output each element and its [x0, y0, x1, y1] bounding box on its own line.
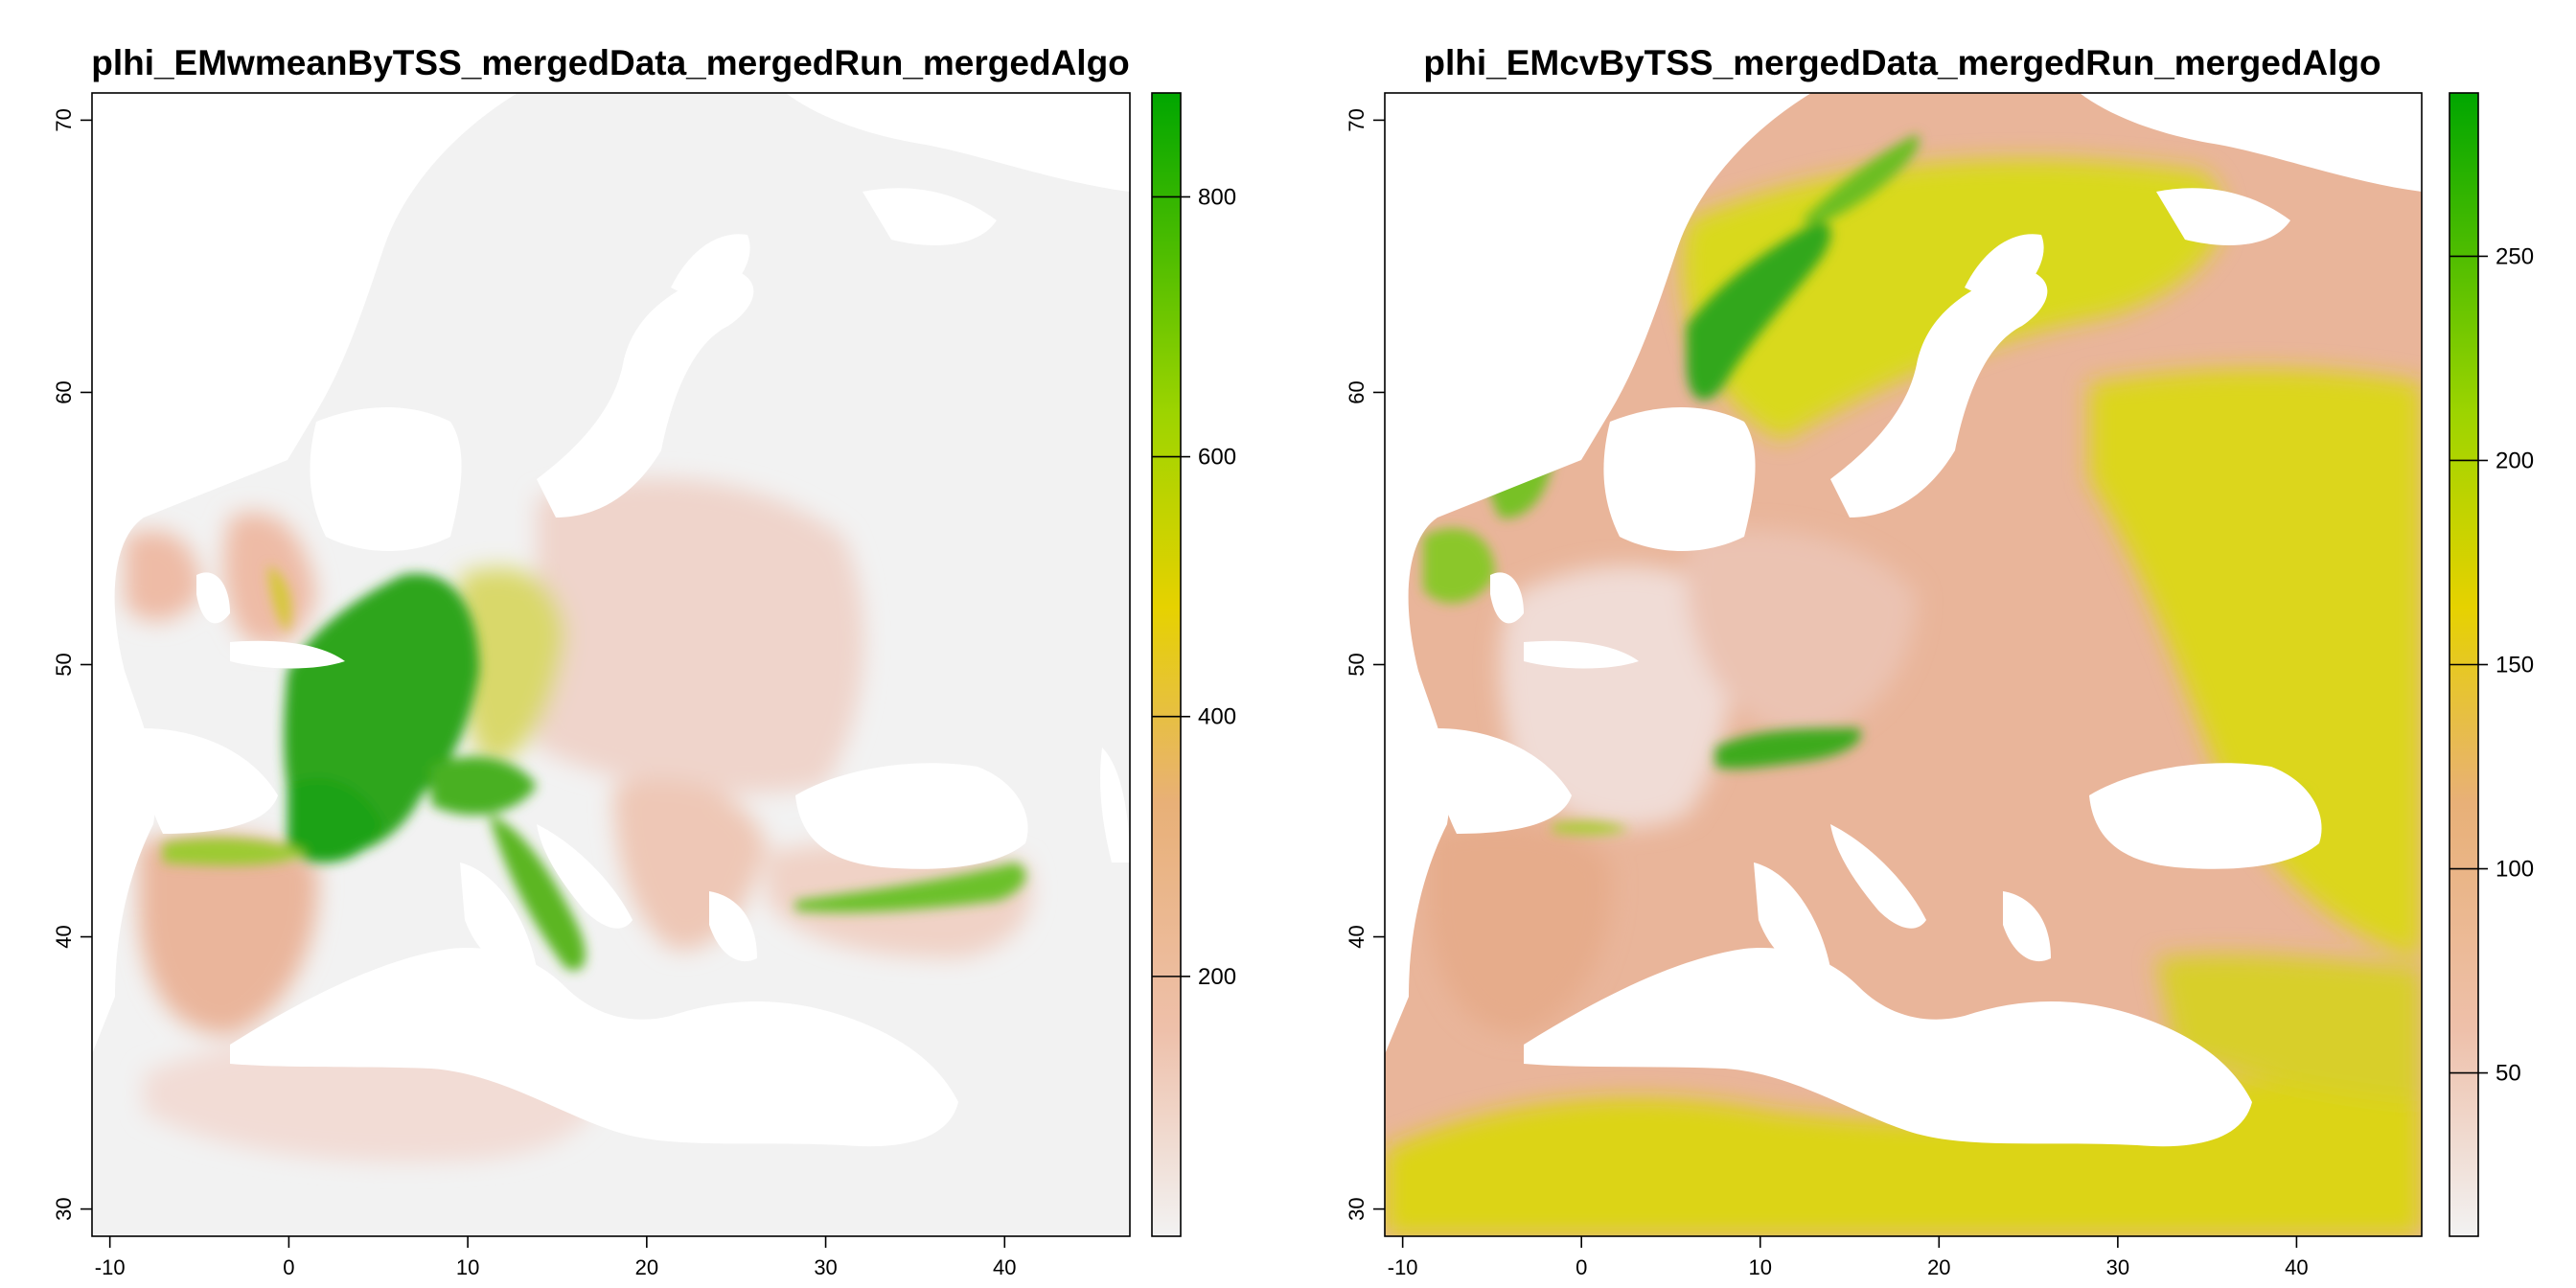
sea-north-left — [310, 407, 462, 551]
x-tick-label-left: 40 — [993, 1255, 1016, 1279]
y-tick-label-left: 60 — [52, 380, 76, 403]
region-italy-left — [489, 815, 586, 971]
region-ireland-right — [1423, 528, 1495, 604]
x-tick-label-right: 0 — [1576, 1255, 1587, 1279]
region-russia-right — [2089, 369, 2422, 958]
colorbar-tick-label-right: 100 — [2496, 857, 2534, 883]
region-norway-north-right — [1802, 134, 1920, 224]
colorbar-tick-label-right: 200 — [2496, 448, 2534, 473]
sea-black-left — [795, 763, 1028, 869]
colorbar-left: 200 400 600 800 — [1151, 92, 1236, 1237]
x-tick-label-left: 20 — [635, 1255, 658, 1279]
region-po-valley-left — [431, 756, 537, 816]
y-tick-label-right: 40 — [1345, 925, 1368, 948]
region-iberia-right — [1428, 824, 1612, 1035]
sea-atlantic-right — [1385, 93, 1811, 1054]
region-central-europe-right — [1687, 529, 1917, 738]
x-tick-label-left: 30 — [814, 1255, 837, 1279]
colorbar-right: 50 100 150 200 250 — [2449, 92, 2534, 1237]
sea-caspian-left — [1100, 748, 1130, 862]
map-title-left: plhi_EMwmeanByTSS_mergedData_mergedRun_m… — [91, 43, 1130, 82]
seas-left — [92, 93, 1130, 1147]
colorbar-ticks-left: 200 400 600 800 — [1152, 184, 1236, 990]
sea-baltic-right — [1830, 268, 2048, 518]
sea-barents-right — [2080, 93, 2422, 192]
colorbar-gradient-left — [1151, 92, 1182, 1237]
sea-bothnia-left — [671, 234, 750, 307]
sea-biscay-left — [142, 728, 278, 834]
sea-baltic-left — [537, 268, 754, 518]
map-raster-right — [1385, 93, 2422, 1236]
sea-aegean-left — [709, 891, 757, 962]
sea-english-channel-left — [230, 640, 345, 669]
colorbar-tick-label-left: 200 — [1198, 964, 1236, 990]
sea-biscay-right — [1436, 728, 1572, 834]
colorbar-tick-label-right: 50 — [2496, 1061, 2521, 1087]
y-axis-right: 30 40 50 60 70 — [1345, 108, 1385, 1221]
map-title-right: plhi_EMcvByTSS_mergedData_mergedRun_merg… — [1423, 43, 2380, 82]
y-tick-label-left: 50 — [52, 653, 76, 676]
sea-adriatic-left — [537, 824, 632, 929]
sea-north-right — [1603, 407, 1756, 551]
region-iberia-left — [139, 833, 318, 1035]
x-tick-label-right: 30 — [2106, 1255, 2129, 1279]
sea-adriatic-right — [1830, 824, 1926, 929]
land-tint-left — [125, 478, 1032, 1162]
y-tick-label-right: 30 — [1345, 1197, 1368, 1220]
region-norway-coast-right — [1687, 221, 1831, 401]
colorbar-tick-label-left: 600 — [1198, 445, 1236, 471]
region-alps-right — [1715, 728, 1861, 770]
region-england-left — [268, 565, 291, 632]
x-tick-label-left: -10 — [95, 1255, 126, 1279]
region-germany-left — [456, 567, 565, 767]
sea-barents-left — [786, 93, 1130, 192]
y-axis-left: 30 40 50 60 70 — [52, 108, 92, 1221]
x-tick-label-left: 10 — [456, 1255, 479, 1279]
seas-right — [1385, 93, 2422, 1147]
sea-irish-right — [1490, 572, 1524, 624]
colorbar-tick-label-right: 150 — [2496, 653, 2534, 678]
sea-tyrrhenian-right — [1754, 862, 1830, 971]
x-tick-label-left: 0 — [283, 1255, 294, 1279]
region-france-south-left — [288, 778, 383, 862]
sea-english-channel-right — [1524, 640, 1639, 669]
region-spain-north-left — [163, 838, 307, 865]
panel-right: plhi_EMcvByTSS_mergedData_mergedRun_merg… — [1345, 43, 2534, 1279]
region-france-right — [1500, 565, 1733, 828]
region-east-europe-left — [537, 478, 864, 794]
sea-mediterranean-right — [1524, 948, 2252, 1147]
x-tick-label-right: 10 — [1749, 1255, 1772, 1279]
panel-left: plhi_EMwmeanByTSS_mergedData_mergedRun_m… — [52, 43, 1236, 1279]
high-value-zones-left — [163, 565, 1026, 971]
sea-aegean-right — [2003, 891, 2051, 962]
colorbar-tick-label-left: 400 — [1198, 704, 1236, 730]
colorbar-tick-label-right: 250 — [2496, 243, 2534, 269]
sea-white-right — [2156, 188, 2290, 245]
sea-mediterranean-left — [230, 948, 958, 1147]
y-tick-label-left: 30 — [52, 1197, 76, 1220]
colorbar-ticks-right: 50 100 150 200 250 — [2450, 243, 2534, 1087]
region-turkey-coast-left — [795, 862, 1026, 912]
y-tick-label-right: 70 — [1345, 108, 1368, 131]
region-ireland-left — [125, 530, 201, 622]
x-tick-label-right: 40 — [2285, 1255, 2308, 1279]
sea-irish-left — [196, 572, 230, 624]
y-tick-label-left: 40 — [52, 925, 76, 948]
x-axis-left: -10 0 10 20 30 40 — [95, 1236, 1017, 1279]
sea-atlantic-left — [92, 93, 518, 1054]
map-raster-left — [92, 93, 1130, 1236]
sea-tyrrhenian-left — [460, 862, 537, 971]
sea-black-right — [2089, 763, 2322, 869]
x-tick-label-right: -10 — [1388, 1255, 1418, 1279]
region-pyrenees-right — [1552, 821, 1629, 835]
y-tick-label-right: 50 — [1345, 653, 1368, 676]
y-tick-label-right: 60 — [1345, 380, 1368, 403]
sea-white-left — [862, 188, 997, 245]
y-tick-label-left: 70 — [52, 108, 76, 131]
x-axis-right: -10 0 10 20 30 40 — [1388, 1236, 2309, 1279]
colorbar-tick-label-left: 800 — [1198, 184, 1236, 210]
x-tick-label-right: 20 — [1927, 1255, 1950, 1279]
sea-bothnia-right — [1965, 234, 2044, 307]
